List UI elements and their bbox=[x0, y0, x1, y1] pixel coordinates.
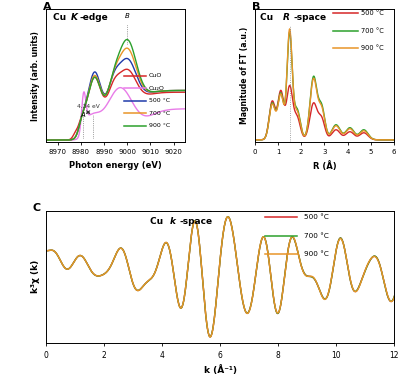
Y-axis label: Intensity (arb. units): Intensity (arb. units) bbox=[32, 31, 40, 121]
Text: k: k bbox=[170, 217, 176, 226]
Text: 900 °C: 900 °C bbox=[304, 251, 328, 257]
Text: 900 °C: 900 °C bbox=[149, 124, 170, 128]
Text: 500 °C: 500 °C bbox=[360, 11, 384, 16]
Text: R: R bbox=[283, 13, 290, 22]
X-axis label: k (Å⁻¹): k (Å⁻¹) bbox=[204, 365, 236, 375]
Y-axis label: k³χ (k): k³χ (k) bbox=[32, 260, 40, 293]
Text: Cu₂O: Cu₂O bbox=[149, 86, 165, 91]
Text: K: K bbox=[71, 13, 78, 22]
Text: B: B bbox=[125, 13, 130, 19]
Text: -space: -space bbox=[180, 217, 213, 226]
Text: 700 °C: 700 °C bbox=[360, 28, 384, 34]
Text: 700 °C: 700 °C bbox=[304, 233, 328, 239]
X-axis label: Photon energy (eV): Photon energy (eV) bbox=[69, 161, 162, 170]
Text: 900 °C: 900 °C bbox=[360, 45, 383, 51]
Text: Cu: Cu bbox=[53, 13, 69, 22]
Text: -edge: -edge bbox=[80, 13, 108, 22]
Text: CuO: CuO bbox=[149, 73, 162, 78]
Text: Cu: Cu bbox=[150, 217, 167, 226]
Text: B: B bbox=[252, 2, 260, 11]
Text: A: A bbox=[81, 113, 86, 119]
Text: C: C bbox=[32, 203, 40, 213]
X-axis label: R (Å): R (Å) bbox=[312, 161, 336, 171]
Text: 500 °C: 500 °C bbox=[149, 98, 170, 103]
Text: 500 °C: 500 °C bbox=[304, 214, 328, 220]
Text: Cu: Cu bbox=[260, 13, 280, 22]
Text: 4.34 eV: 4.34 eV bbox=[77, 104, 99, 109]
Text: -space: -space bbox=[294, 13, 327, 22]
Text: 700 °C: 700 °C bbox=[149, 111, 170, 116]
Y-axis label: Magnitude of FT (a.u.): Magnitude of FT (a.u.) bbox=[240, 27, 249, 124]
Text: A: A bbox=[43, 2, 52, 11]
